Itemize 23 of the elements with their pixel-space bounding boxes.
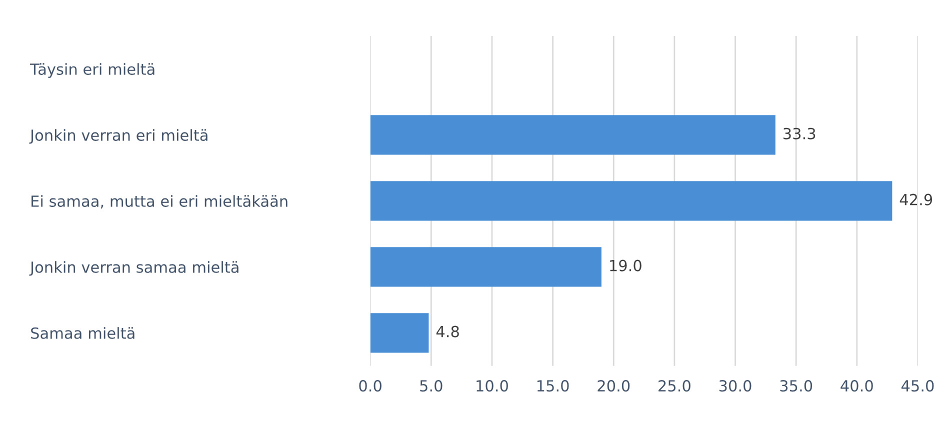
y-tick-label: Ei samaa, mutta ei eri mieltäkään bbox=[32, 195, 288, 209]
data-label: 33.3 bbox=[784, 128, 816, 140]
bar bbox=[370, 115, 776, 155]
x-tick-label: 20.0 bbox=[598, 380, 630, 392]
data-label: 42.9 bbox=[900, 194, 932, 206]
x-tick-label: 25.0 bbox=[658, 380, 690, 392]
x-tick-label: 40.0 bbox=[840, 380, 873, 392]
data-label: 19.0 bbox=[610, 260, 642, 272]
data-label: 4.8 bbox=[436, 326, 459, 338]
y-tick-label: Jonkin verran samaa mieltä bbox=[29, 261, 238, 276]
bar bbox=[370, 181, 892, 221]
x-tick-label: 0.0 bbox=[359, 380, 382, 392]
y-tick-label: Samaa mieltä bbox=[31, 327, 134, 339]
x-tick-label: 45.0 bbox=[901, 380, 934, 392]
x-tick-label: 35.0 bbox=[780, 380, 812, 392]
bar bbox=[370, 313, 429, 353]
x-tick-label: 10.0 bbox=[476, 380, 508, 392]
x-tick-label: 5.0 bbox=[420, 380, 442, 392]
y-tick-label: Jonkin verran eri mieltä bbox=[29, 129, 208, 144]
y-tick-label: Täysin eri mieltä bbox=[30, 63, 154, 78]
x-tick-label: 15.0 bbox=[537, 380, 569, 392]
x-tick-label: 30.0 bbox=[719, 380, 752, 392]
bar bbox=[370, 247, 602, 287]
